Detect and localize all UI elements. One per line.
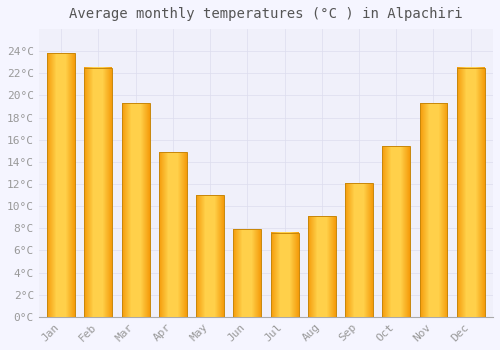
Bar [84, 68, 112, 317]
Bar [47, 54, 75, 317]
Title: Average monthly temperatures (°C ) in Alpachiri: Average monthly temperatures (°C ) in Al… [69, 7, 462, 21]
Bar [234, 229, 262, 317]
Bar [159, 152, 187, 317]
Bar [196, 195, 224, 317]
Bar [345, 183, 373, 317]
Bar [308, 216, 336, 317]
Bar [420, 103, 448, 317]
Bar [270, 233, 298, 317]
Bar [122, 103, 150, 317]
Bar [382, 146, 410, 317]
Bar [457, 68, 484, 317]
